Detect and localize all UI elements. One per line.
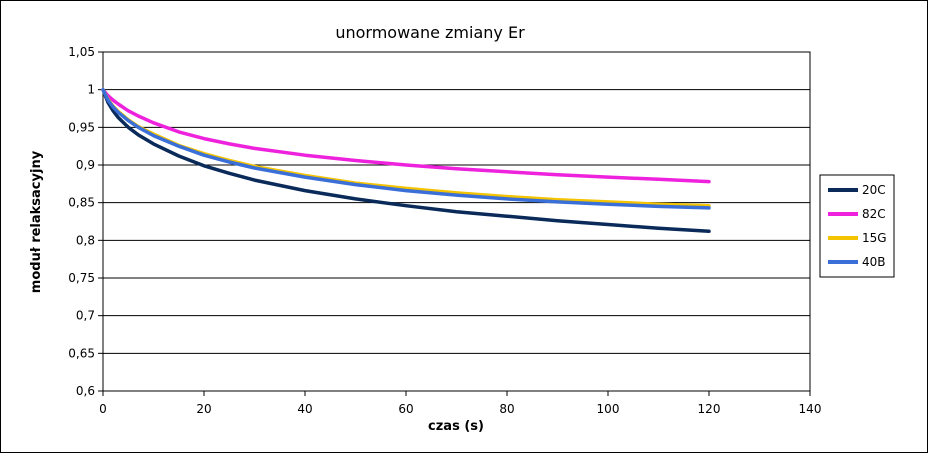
legend-label: 20C [862,183,886,197]
x-tick-label: 140 [799,402,822,416]
y-tick-label: 0,95 [68,120,95,134]
y-tick-label: 0,6 [76,384,95,398]
y-tick-label: 1 [87,83,95,97]
legend-label: 15G [862,231,887,245]
x-axis-ticks: 0 20 40 60 80 100 120 140 [99,391,821,416]
x-tick-label: 100 [597,402,620,416]
x-tick-label: 60 [398,402,413,416]
series-lines [101,87,711,234]
legend: 20C 82C 15G 40B [819,174,895,278]
x-tick-label: 40 [297,402,312,416]
y-tick-label: 0,8 [76,233,95,247]
y-axis-ticks: 0,6 0,65 0,7 0,75 0,8 0,85 0,9 0,95 1 1,05 [68,45,103,398]
grid-lines [103,51,810,392]
series-line-20c [101,87,711,234]
x-axis-title: czas (s) [428,419,484,434]
y-tick-label: 1,05 [68,45,95,59]
y-tick-label: 0,9 [76,158,95,172]
x-tick-label: 20 [196,402,211,416]
x-tick-label: 0 [99,402,107,416]
legend-label: 40B [862,255,886,269]
plot-area [102,51,811,392]
x-tick-label: 120 [698,402,721,416]
series-line-15g [101,87,711,208]
series-line-82c [101,87,711,184]
y-axis-title: moduł relaksacyjny [29,150,44,293]
y-tick-label: 0,7 [76,309,95,323]
y-tick-label: 0,65 [68,346,95,360]
x-tick-label: 80 [499,402,514,416]
y-tick-label: 0,75 [68,271,95,285]
series-line-40b [101,87,711,210]
y-tick-label: 0,85 [68,196,95,210]
chart-title: unormowane zmiany Er [335,23,525,42]
legend-label: 82C [862,207,886,221]
